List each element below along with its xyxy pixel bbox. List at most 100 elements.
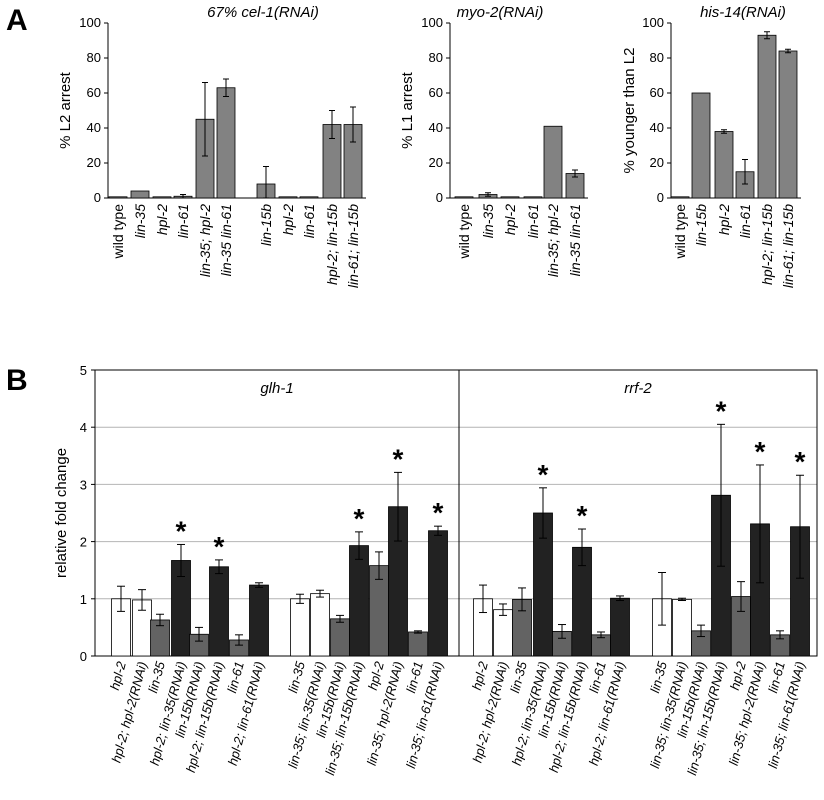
bar xyxy=(500,196,520,199)
y-tick-label: 20 xyxy=(429,155,443,170)
bar xyxy=(778,50,798,199)
y-axis-label: relative fold change xyxy=(53,448,70,578)
x-tick-label: wild type xyxy=(672,204,688,260)
x-tick-label: lin-61 xyxy=(737,204,753,238)
x-tick-label: lin-35; hpl-2 xyxy=(197,204,213,277)
y-tick-label: 80 xyxy=(650,50,664,65)
bar xyxy=(209,566,229,657)
bar xyxy=(670,196,690,199)
plot-frame xyxy=(94,369,818,657)
chart-title: 67% cel-1(RNAi) xyxy=(207,4,319,21)
bar xyxy=(216,87,236,199)
y-tick-label: 60 xyxy=(87,85,101,100)
x-tick-label: lin-35 xyxy=(132,204,148,238)
bar xyxy=(408,631,428,657)
panel-letter-a: A xyxy=(6,4,28,37)
x-tick-label: lin-35 lin-61 xyxy=(567,204,583,276)
y-tick-label: 40 xyxy=(87,120,101,135)
y-tick-label: 20 xyxy=(650,155,664,170)
bar xyxy=(428,530,448,657)
x-tick-label: wild type xyxy=(110,204,126,260)
x-tick-label: hpl-2 xyxy=(280,204,296,235)
y-tick-label: 3 xyxy=(80,477,87,492)
significance-star: * xyxy=(795,446,806,477)
x-tick-label: hpl-2 xyxy=(154,204,170,235)
bar xyxy=(290,598,310,657)
x-tick-label: hpl-2 xyxy=(716,204,732,235)
x-tick-label: lin-15b xyxy=(258,204,274,246)
bar xyxy=(757,34,777,199)
bar xyxy=(108,196,128,199)
y-tick-label: 0 xyxy=(94,190,101,205)
y-tick-label: 20 xyxy=(87,155,101,170)
bar xyxy=(130,190,150,199)
y-tick-label: 4 xyxy=(80,420,87,435)
y-tick-label: 40 xyxy=(429,120,443,135)
x-tick-label: lin-61 xyxy=(403,660,426,695)
y-axis-label: % L1 arrest xyxy=(399,71,416,149)
panel-title: glh-1 xyxy=(260,380,293,397)
chart-a3-his14: his-14(RNAi) % younger than L2 0 20 40 60 80 10… xyxy=(621,4,801,288)
x-tick-label: lin-35; hpl-2 xyxy=(545,204,561,277)
significance-star: * xyxy=(538,459,549,490)
y-axis-label: % L2 arrest xyxy=(57,71,74,149)
x-tick-label: lin-61; lin-15b xyxy=(345,204,361,288)
x-tick-label: hpl-2; lin-15b xyxy=(324,204,340,285)
bar xyxy=(349,545,369,657)
x-tick-label: lin-61 xyxy=(301,204,317,238)
y-tick-label: 2 xyxy=(80,535,87,550)
x-tick-label: lin-15b xyxy=(693,204,709,246)
x-tick-label: hpl-2 xyxy=(365,659,387,692)
significance-star: * xyxy=(214,531,225,562)
panel-letter-b: B xyxy=(6,364,28,397)
significance-star: * xyxy=(354,503,365,534)
significance-star: * xyxy=(716,395,727,426)
bar xyxy=(714,131,734,199)
chart-title: myo-2(RNAi) xyxy=(457,4,544,21)
x-tick-label: hpl-2; lin-15b xyxy=(759,204,775,285)
bar xyxy=(299,196,319,199)
y-tick-label: 80 xyxy=(429,50,443,65)
bar xyxy=(454,196,474,199)
bar xyxy=(523,196,543,199)
chart-a2-myo2: myo-2(RNAi) % L1 arrest 0 20 40 60 80 100 wild t… xyxy=(399,4,588,277)
significance-star: * xyxy=(393,443,404,474)
bar xyxy=(152,196,172,199)
significance-star: * xyxy=(433,497,444,528)
x-tick-label: lin-61 xyxy=(525,204,541,238)
chart-a1-cel1: 67% cel-1(RNAi) % L2 arrest 0 20 40 60 80 100 wi… xyxy=(57,4,366,288)
panel-title: rrf-2 xyxy=(624,380,652,397)
y-tick-label: 60 xyxy=(429,85,443,100)
x-tick-label: hpl-2 xyxy=(727,659,749,692)
x-tick-label: hpl-2 xyxy=(107,659,129,692)
y-tick-label: 40 xyxy=(650,120,664,135)
y-tick-label: 0 xyxy=(436,190,443,205)
x-tick-label: hpl-2 xyxy=(469,659,491,692)
y-tick-label: 5 xyxy=(80,363,87,378)
chart-b-fold-change: relative fold change 0 1 2 3 4 5 glh-1 hpl-2 hpl-… xyxy=(53,363,818,777)
significance-star: * xyxy=(176,515,187,546)
bar xyxy=(330,618,350,657)
x-tick-label: lin-35 xyxy=(480,204,496,238)
x-tick-label: lin-61 xyxy=(175,204,191,238)
y-tick-label: 100 xyxy=(79,15,101,30)
y-axis-label: % younger than L2 xyxy=(621,48,638,174)
x-tick-label: lin-61 xyxy=(765,660,788,695)
bar xyxy=(278,196,298,199)
bar xyxy=(610,597,630,657)
x-tick-label: hpl-2 xyxy=(502,204,518,235)
bar xyxy=(543,125,563,199)
y-tick-label: 80 xyxy=(87,50,101,65)
significance-star: * xyxy=(577,500,588,531)
y-tick-label: 1 xyxy=(80,592,87,607)
y-tick-label: 100 xyxy=(421,15,443,30)
x-tick-label: lin-61; lin-15b xyxy=(780,204,796,288)
y-tick-label: 60 xyxy=(650,85,664,100)
x-tick-label: lin-61 xyxy=(224,660,247,695)
x-tick-label: lin-35 lin-61 xyxy=(218,204,234,276)
y-tick-label: 0 xyxy=(657,190,664,205)
bar xyxy=(249,584,269,657)
bar xyxy=(672,598,692,657)
x-tick-label: wild type xyxy=(456,204,472,260)
